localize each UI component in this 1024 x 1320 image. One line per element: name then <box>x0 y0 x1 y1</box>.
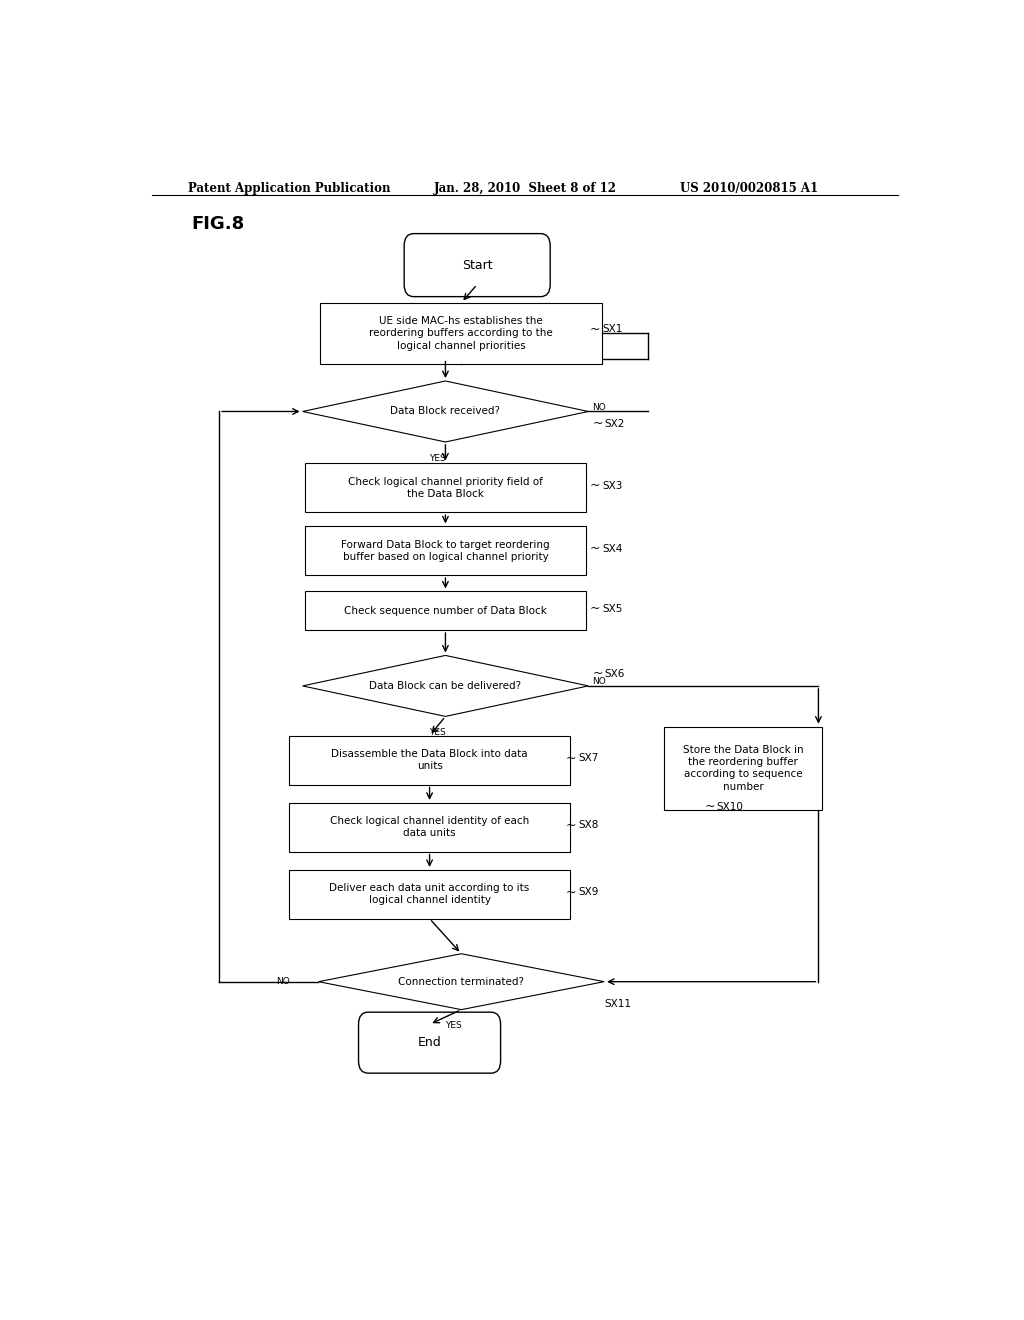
Text: YES: YES <box>445 1022 462 1031</box>
Text: Check logical channel identity of each
data units: Check logical channel identity of each d… <box>330 816 529 838</box>
Bar <box>304 591 587 630</box>
Text: UE side MAC-hs establishes the
reordering buffers according to the
logical chann: UE side MAC-hs establishes the reorderin… <box>370 315 553 351</box>
Text: Connection terminated?: Connection terminated? <box>398 977 524 986</box>
Text: YES: YES <box>429 454 445 463</box>
Text: SX8: SX8 <box>579 820 599 830</box>
Text: ~: ~ <box>592 667 603 680</box>
Bar <box>304 463 587 512</box>
Bar <box>289 735 570 784</box>
Text: Deliver each data unit according to its
logical channel identity: Deliver each data unit according to its … <box>330 883 529 906</box>
Bar <box>664 726 822 810</box>
Text: ~: ~ <box>590 602 600 615</box>
Text: NO: NO <box>592 403 606 412</box>
Text: ~: ~ <box>566 818 577 832</box>
Bar <box>289 870 570 919</box>
Text: SX3: SX3 <box>602 480 623 491</box>
Text: Disassemble the Data Block into data
units: Disassemble the Data Block into data uni… <box>331 748 528 771</box>
Text: SX2: SX2 <box>604 418 625 429</box>
Text: Data Block received?: Data Block received? <box>390 407 501 417</box>
Text: SX4: SX4 <box>602 544 623 553</box>
Text: SX6: SX6 <box>604 669 625 678</box>
Text: SX10: SX10 <box>717 801 743 812</box>
Polygon shape <box>318 954 604 1010</box>
Text: SX9: SX9 <box>579 887 599 898</box>
Text: End: End <box>418 1036 441 1049</box>
Text: ~: ~ <box>590 322 600 335</box>
Text: Store the Data Block in
the reordering buffer
according to sequence
number: Store the Data Block in the reordering b… <box>683 744 804 792</box>
Text: Forward Data Block to target reordering
buffer based on logical channel priority: Forward Data Block to target reordering … <box>341 540 550 562</box>
Text: YES: YES <box>429 729 445 737</box>
Text: NO: NO <box>275 977 290 986</box>
Text: NO: NO <box>592 677 606 686</box>
Text: SX7: SX7 <box>579 754 599 763</box>
Text: ~: ~ <box>566 751 577 764</box>
Polygon shape <box>303 381 588 442</box>
Text: ~: ~ <box>592 417 603 430</box>
Polygon shape <box>303 656 588 717</box>
FancyBboxPatch shape <box>358 1012 501 1073</box>
Text: Check sequence number of Data Block: Check sequence number of Data Block <box>344 606 547 615</box>
Bar <box>321 302 602 364</box>
Text: Check logical channel priority field of
the Data Block: Check logical channel priority field of … <box>348 477 543 499</box>
Text: SX11: SX11 <box>604 999 631 1008</box>
Text: Jan. 28, 2010  Sheet 8 of 12: Jan. 28, 2010 Sheet 8 of 12 <box>433 182 616 195</box>
Text: Data Block can be delivered?: Data Block can be delivered? <box>370 681 521 690</box>
Text: ~: ~ <box>566 886 577 899</box>
Bar <box>289 803 570 851</box>
Text: SX1: SX1 <box>602 325 623 334</box>
FancyBboxPatch shape <box>404 234 550 297</box>
Text: ~: ~ <box>590 479 600 492</box>
Text: ~: ~ <box>590 543 600 556</box>
Text: Patent Application Publication: Patent Application Publication <box>187 182 390 195</box>
Text: US 2010/0020815 A1: US 2010/0020815 A1 <box>680 182 818 195</box>
Text: Start: Start <box>462 259 493 272</box>
Text: FIG.8: FIG.8 <box>191 215 245 234</box>
Bar <box>304 527 587 576</box>
Text: ~: ~ <box>705 800 715 813</box>
Text: SX5: SX5 <box>602 603 623 614</box>
